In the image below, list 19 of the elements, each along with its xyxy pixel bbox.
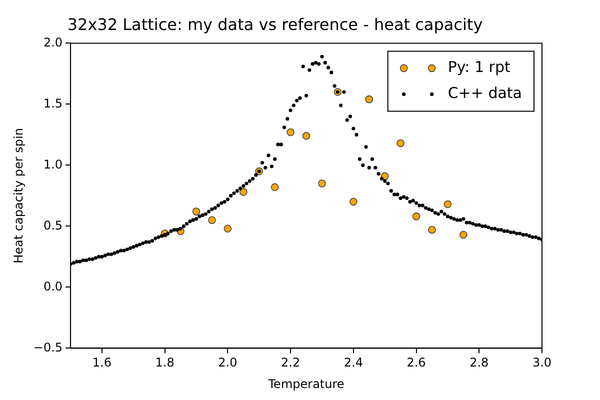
- x-tick-label: 1.6: [92, 356, 112, 370]
- legend-label: Py: 1 rpt: [448, 58, 510, 76]
- x-tick-label: 2.2: [281, 356, 300, 370]
- x-tick-label: 2.6: [406, 356, 426, 370]
- legend-label: C++ data: [448, 84, 522, 102]
- x-tick-label: 2.0: [218, 356, 238, 370]
- y-axis-title: Heat capacity per spin: [11, 128, 26, 264]
- y-tick-label: 0.0: [43, 279, 63, 294]
- x-tick-label: 3.0: [532, 356, 552, 370]
- x-tick-label: 2.4: [344, 356, 363, 370]
- y-tick-label: −0.5: [33, 340, 63, 354]
- y-tick-label: 1.0: [43, 157, 63, 172]
- x-tick-label: 2.8: [470, 356, 489, 370]
- y-tick-label: 1.5: [43, 96, 63, 110]
- y-tick-label: 0.5: [43, 218, 63, 232]
- chart-title: 32x32 Lattice: my data vs reference - heat capacity: [67, 14, 483, 34]
- x-axis-title: Temperature: [267, 376, 344, 391]
- x-tick-label: 1.8: [155, 356, 174, 370]
- y-tick-label: 2.0: [43, 35, 63, 50]
